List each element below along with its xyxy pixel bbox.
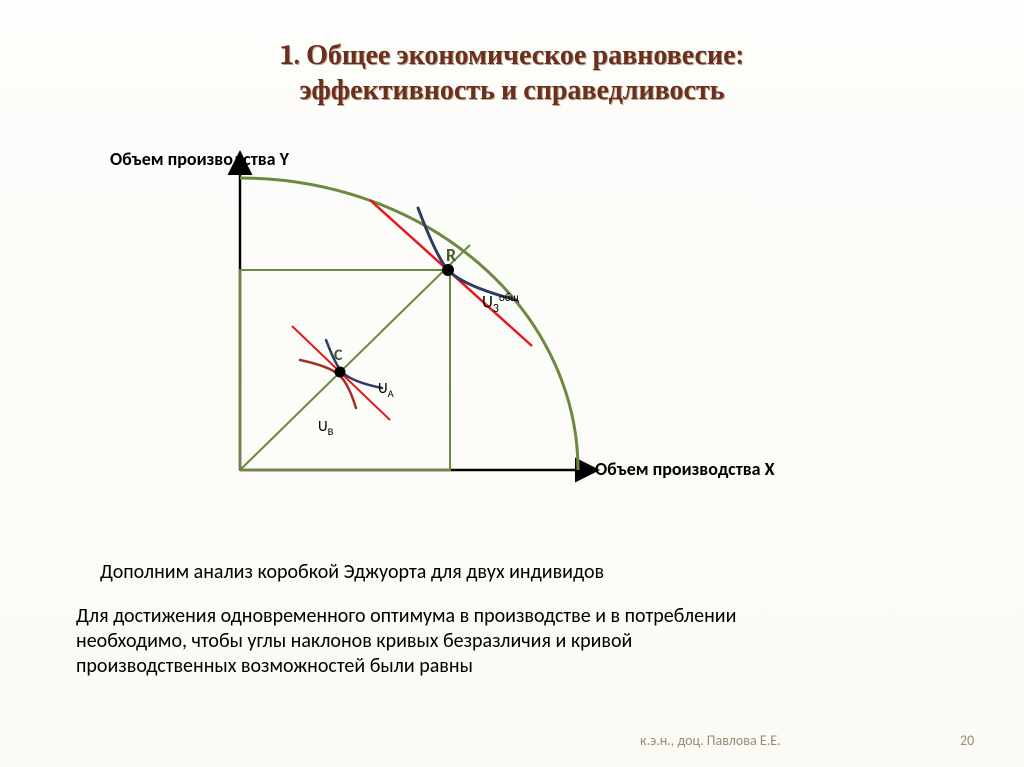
point-r-label: R <box>446 244 456 266</box>
ub-label: UB <box>318 418 333 438</box>
u3-label: U3общ <box>482 290 519 316</box>
para2-line2: необходимо, чтобы углы наклонов кривых б… <box>76 629 632 653</box>
x-axis-label: Объем производства X <box>595 458 775 480</box>
point-c-label: C <box>334 346 342 365</box>
footer-page: 20 <box>960 732 974 749</box>
chart-group <box>240 170 580 470</box>
para2-line1: Для достижения одновременного оптимума в… <box>76 604 736 628</box>
title-line2: эффективность и справедливость <box>299 74 724 106</box>
slide: 1. Общее экономическое равновесие: эффек… <box>0 0 1024 767</box>
footer-author: к.э.н., доц. Павлова Е.Е. <box>640 732 781 749</box>
para2-line3: производственных возможностей были равны <box>76 654 473 678</box>
paragraph-1: Дополним анализ коробкой Эджуорта для дв… <box>100 560 604 585</box>
slide-title: 1. Общее экономическое равновесие: эффек… <box>60 38 964 108</box>
ua-label: UA <box>378 380 394 400</box>
title-line1: 1. Общее экономическое равновесие: <box>281 39 744 71</box>
paragraph-2: Для достижения одновременного оптимума в… <box>76 604 736 679</box>
